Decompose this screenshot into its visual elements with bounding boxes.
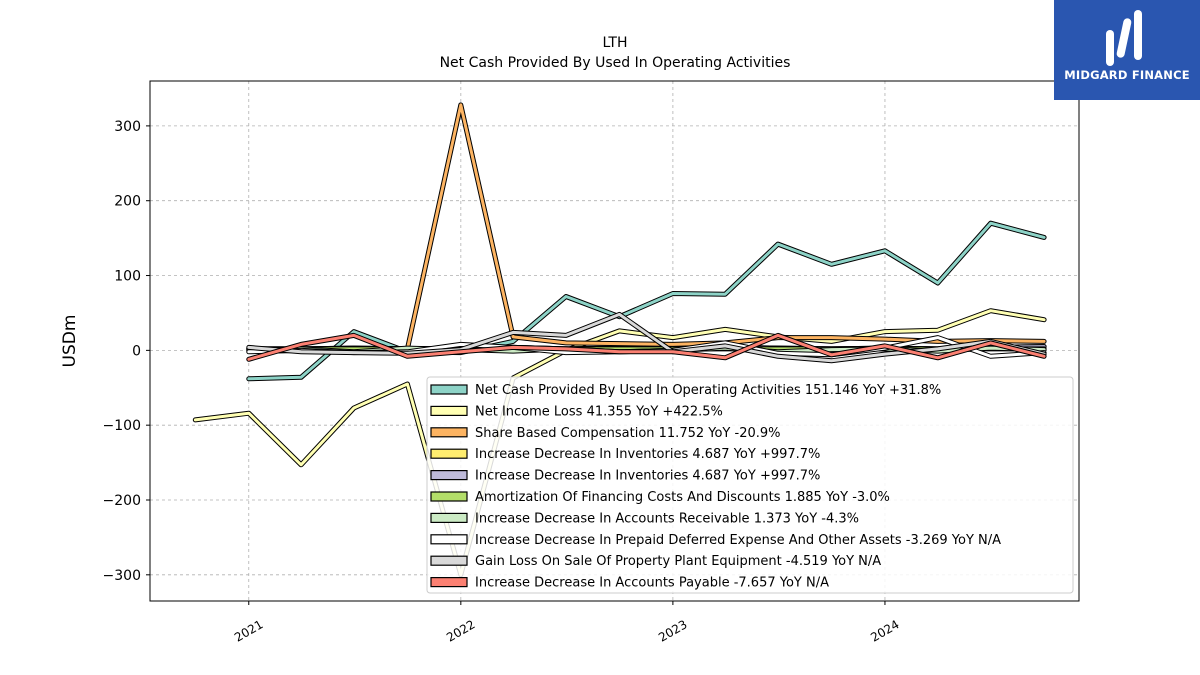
series-outline	[404, 102, 1047, 352]
legend-swatch	[430, 384, 468, 395]
series-line-2	[404, 102, 1047, 352]
y-tick-label: −100	[103, 418, 141, 434]
legend-swatch	[430, 448, 468, 459]
x-tick-label: 2021	[232, 617, 265, 644]
legend-swatch	[430, 555, 468, 566]
legend-swatch	[430, 512, 468, 524]
legend-box	[426, 376, 1074, 594]
series-stroke	[405, 103, 1046, 351]
x-tick-label: 2024	[868, 617, 901, 644]
legend-entry: Net Income Loss 41.355 YoY +422.5%	[475, 404, 723, 419]
chart-subtitle: Net Cash Provided By Used In Operating A…	[440, 55, 791, 71]
series-stroke	[193, 309, 1046, 577]
legend-entry: Increase Decrease In Accounts Payable -7…	[475, 576, 829, 591]
legend-swatch	[430, 427, 468, 438]
legend-entry: Share Based Compensation 11.752 YoY -20.…	[475, 426, 781, 441]
y-axis-label: USDm	[60, 315, 80, 368]
legend-swatch	[430, 405, 468, 416]
series-stroke	[247, 333, 1046, 361]
y-tick-label: −200	[103, 493, 141, 509]
y-tick-label: 200	[114, 194, 141, 210]
legend-entry: Net Cash Provided By Used In Operating A…	[475, 383, 941, 398]
legend-swatch	[430, 534, 468, 545]
y-tick-label: 0	[132, 343, 141, 359]
legend-entry: Amortization Of Financing Costs And Disc…	[475, 490, 890, 505]
x-tick-label: 2022	[444, 617, 477, 644]
legend-entry: Increase Decrease In Inventories 4.687 Y…	[475, 469, 820, 484]
legend-swatch	[430, 470, 468, 481]
series-line-0	[246, 220, 1047, 382]
y-tick-label: 300	[114, 119, 141, 135]
series-stroke	[247, 221, 1046, 381]
legend-swatch	[430, 491, 468, 502]
brand-name: MIDGARD FINANCE	[1064, 68, 1190, 82]
midgard-logo-icon	[1106, 10, 1142, 66]
chart-title: LTH	[603, 35, 628, 51]
legend-entry: Increase Decrease In Inventories 4.687 Y…	[475, 447, 820, 462]
series-line-9	[246, 332, 1047, 362]
legend: Net Cash Provided By Used In Operating A…	[426, 376, 1074, 594]
series-group	[192, 102, 1047, 578]
plot-frame	[149, 80, 1080, 602]
legend-entry: Increase Decrease In Prepaid Deferred Ex…	[475, 533, 1001, 548]
series-line-1	[192, 308, 1047, 578]
x-tick-label: 2023	[656, 617, 689, 644]
legend-entry: Gain Loss On Sale Of Property Plant Equi…	[475, 554, 881, 569]
brand-logo: MIDGARD FINANCE	[1054, 0, 1200, 100]
y-tick-label: −300	[103, 568, 141, 584]
legend-entry: Increase Decrease In Accounts Receivable…	[475, 511, 859, 526]
legend-swatch	[430, 576, 468, 588]
y-tick-label: 100	[114, 269, 141, 285]
